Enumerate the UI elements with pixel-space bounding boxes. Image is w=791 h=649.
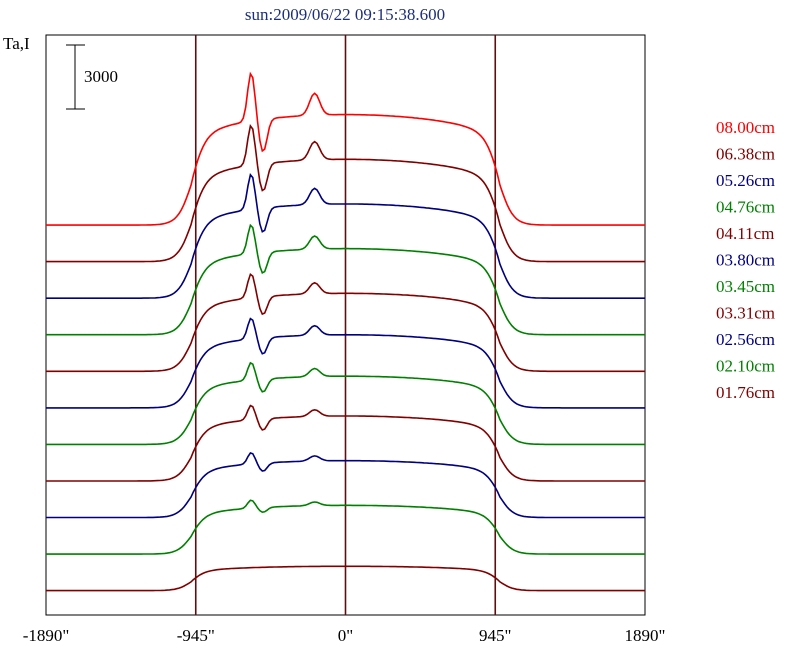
series-line — [46, 361, 645, 446]
x-tick-label: -945" — [177, 626, 215, 645]
legend-entry: 03.45cm — [716, 277, 775, 296]
x-tick-label: -1890" — [23, 626, 70, 645]
legend-entry: 03.80cm — [716, 251, 775, 270]
legend-entry: 06.38cm — [716, 145, 775, 164]
x-tick-label: 1890" — [625, 626, 666, 645]
x-tick-labels: -1890" -945" 0" 945" 1890" — [23, 626, 666, 645]
legend-entry: 01.76cm — [716, 383, 775, 402]
scale-bar-label: 3000 — [84, 67, 118, 86]
series-lines — [46, 71, 645, 592]
legend: 08.00cm 06.38cm 05.26cm 04.76cm 04.11cm 03.80… — [716, 118, 775, 402]
series-line — [46, 565, 645, 592]
chart-title: sun:2009/06/22 09:15:38.600 — [245, 5, 445, 24]
x-tick-label: 0" — [338, 626, 353, 645]
legend-entry: 02.10cm — [716, 357, 775, 376]
vertical-lines — [194, 35, 497, 615]
legend-entry: 08.00cm — [716, 118, 775, 137]
legend-entry: 04.11cm — [716, 224, 774, 243]
legend-entry: 04.76cm — [716, 198, 775, 217]
series-line — [46, 317, 645, 409]
legend-entry: 02.56cm — [716, 330, 775, 349]
x-tick-label: 945" — [479, 626, 511, 645]
legend-entry: 03.31cm — [716, 304, 775, 323]
series-line — [46, 71, 645, 226]
legend-entry: 05.26cm — [716, 171, 775, 190]
scale-bar: 3000 — [66, 44, 118, 110]
series-line — [46, 223, 645, 336]
y-axis-label: Ta,I — [3, 34, 30, 53]
series-line — [46, 123, 645, 263]
series-line — [46, 499, 645, 555]
series-line — [46, 272, 645, 373]
series-line — [46, 404, 645, 482]
series-line — [46, 452, 645, 519]
series-line — [46, 173, 645, 299]
